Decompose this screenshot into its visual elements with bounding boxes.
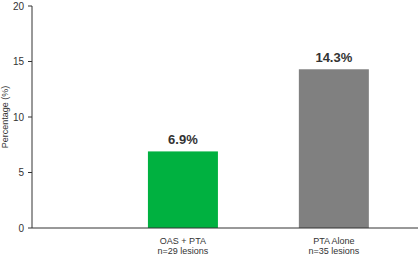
chart-container: 0 5 10 15 20 Percentage (%) OAS + PTAn=29 lesi… (0, 0, 419, 256)
x-tick-label-line: OAS + PTA (160, 236, 206, 246)
bar (299, 69, 369, 228)
bars (148, 69, 369, 228)
y-tick (28, 228, 32, 229)
x-axis-line (32, 228, 418, 229)
y-tick-label: 5 (18, 167, 24, 178)
y-axis-label: Percentage (%) (0, 86, 10, 149)
y-tick (28, 61, 32, 62)
data-label: 6.9% (168, 132, 198, 147)
x-tick-label-line: PTA Alone (313, 236, 354, 246)
bar (148, 151, 218, 228)
y-tick-label: 20 (13, 1, 25, 12)
x-tick-label: OAS + PTAn=29 lesions (158, 236, 209, 256)
y-tick-label: 15 (13, 56, 25, 67)
x-tick-label-line: n=29 lesions (158, 246, 209, 256)
y-tick (28, 172, 32, 173)
y-tick (28, 117, 32, 118)
y-tick-label: 0 (18, 223, 24, 234)
y-tick-label: 10 (13, 112, 25, 123)
y-tick (28, 6, 32, 7)
x-tick-label: PTA Alonen=35 lesions (308, 236, 359, 256)
chart-svg: 0 5 10 15 20 Percentage (%) OAS + PTAn=29 lesi… (0, 0, 419, 256)
data-label: 14.3% (315, 50, 352, 65)
x-tick-label-line: n=35 lesions (308, 246, 359, 256)
